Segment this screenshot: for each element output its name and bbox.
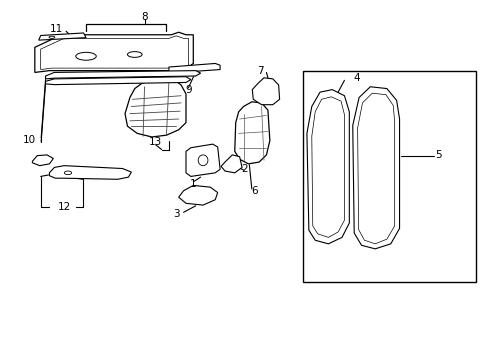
Text: 12: 12 bbox=[58, 202, 71, 212]
Text: 2: 2 bbox=[241, 164, 247, 174]
Text: 7: 7 bbox=[256, 66, 263, 76]
Text: 13: 13 bbox=[149, 138, 162, 147]
Polygon shape bbox=[178, 185, 217, 205]
Text: 1: 1 bbox=[190, 179, 196, 189]
Ellipse shape bbox=[64, 171, 72, 175]
Polygon shape bbox=[32, 155, 53, 166]
Text: 8: 8 bbox=[141, 12, 147, 22]
Polygon shape bbox=[49, 166, 131, 179]
Polygon shape bbox=[221, 155, 242, 173]
Text: 6: 6 bbox=[250, 186, 257, 196]
Polygon shape bbox=[306, 90, 348, 244]
Polygon shape bbox=[45, 71, 200, 79]
Ellipse shape bbox=[76, 52, 96, 60]
Ellipse shape bbox=[127, 51, 142, 57]
Ellipse shape bbox=[198, 155, 207, 166]
Polygon shape bbox=[125, 78, 185, 137]
Polygon shape bbox=[185, 144, 220, 176]
Text: 9: 9 bbox=[185, 85, 191, 95]
Polygon shape bbox=[168, 63, 220, 73]
Polygon shape bbox=[45, 77, 190, 85]
Polygon shape bbox=[352, 87, 399, 249]
Polygon shape bbox=[39, 33, 86, 40]
Text: 10: 10 bbox=[22, 135, 36, 145]
Text: 5: 5 bbox=[434, 150, 441, 160]
Bar bbox=[303, 71, 475, 282]
Polygon shape bbox=[234, 102, 269, 164]
Text: 3: 3 bbox=[173, 209, 179, 219]
Text: 11: 11 bbox=[50, 24, 63, 35]
Ellipse shape bbox=[49, 36, 55, 39]
Polygon shape bbox=[41, 36, 188, 69]
Text: 4: 4 bbox=[353, 73, 359, 83]
Polygon shape bbox=[35, 32, 193, 72]
Polygon shape bbox=[357, 93, 394, 244]
Polygon shape bbox=[252, 78, 279, 105]
Polygon shape bbox=[311, 97, 344, 237]
